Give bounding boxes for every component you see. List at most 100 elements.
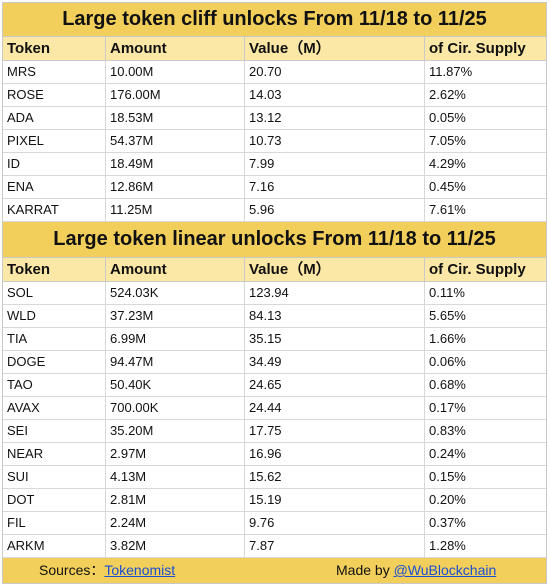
token-cell: SOL (3, 282, 106, 304)
made-by-credit: Made by @WuBlockchain (336, 558, 496, 583)
supply-cell: 0.24% (429, 446, 466, 461)
value-cell: 10.73 (245, 130, 425, 152)
value-cell: 7.16 (245, 176, 425, 198)
token-cell: MRS (3, 61, 106, 83)
token-cell: ADA (3, 107, 106, 129)
value-cell: 7.87 (245, 535, 425, 557)
token-cell: SEI (3, 420, 106, 442)
supply-cell: 4.29% (429, 156, 466, 171)
value-cell: 14.03 (245, 84, 425, 106)
amount-cell: 54.37M (106, 130, 245, 152)
footer-bar: Sources：Tokenomist Made by @WuBlockchain (3, 558, 546, 583)
value-cell: 17.75 (245, 420, 425, 442)
value-cell: 20.70 (245, 61, 425, 83)
table-row: KARRAT 11.25M 5.96 7.61% (3, 199, 546, 222)
amount-cell: 700.00K (106, 397, 245, 419)
header-token: Token (3, 258, 106, 281)
supply-cell: 1.66% (429, 331, 466, 346)
table-row: ADA 18.53M 13.12 0.05% (3, 107, 546, 130)
value-cell: 7.99 (245, 153, 425, 175)
token-cell: KARRAT (3, 199, 106, 221)
value-cell: 24.65 (245, 374, 425, 396)
supply-cell: 11.87% (429, 64, 473, 79)
supply-cell: 0.45% (429, 179, 466, 194)
amount-cell: 524.03K (106, 282, 245, 304)
supply-cell: 0.20% (429, 492, 466, 507)
table-row: SEI 35.20M 17.75 0.83% (3, 420, 546, 443)
table-row: MRS 10.00M 20.70 11.87% (3, 61, 546, 84)
header-supply: of Cir. Supply (429, 40, 526, 57)
made-by-label: Made by (336, 562, 394, 578)
amount-cell: 37.23M (106, 305, 245, 327)
amount-cell: 176.00M (106, 84, 245, 106)
supply-cell: 2.62% (429, 87, 466, 102)
tokenomist-link[interactable]: Tokenomist (104, 562, 176, 578)
value-cell: 34.49 (245, 351, 425, 373)
amount-cell: 10.00M (106, 61, 245, 83)
header-supply: of Cir. Supply (429, 261, 526, 278)
amount-cell: 2.81M (106, 489, 245, 511)
table-row: ID 18.49M 7.99 4.29% (3, 153, 546, 176)
linear-header-row: Token Amount Value（M） of Cir. Supply (3, 258, 546, 282)
value-cell: 84.13 (245, 305, 425, 327)
table-row: ROSE 176.00M 14.03 2.62% (3, 84, 546, 107)
value-cell: 9.76 (245, 512, 425, 534)
amount-cell: 12.86M (106, 176, 245, 198)
header-value: Value（M） (245, 37, 425, 60)
header-token: Token (3, 37, 106, 60)
table-row: DOGE 94.47M 34.49 0.06% (3, 351, 546, 374)
table-row: SOL 524.03K 123.94 0.11% (3, 282, 546, 305)
value-cell: 13.12 (245, 107, 425, 129)
table-row: TAO 50.40K 24.65 0.68% (3, 374, 546, 397)
supply-cell: 0.37% (429, 515, 466, 530)
sources-label: Sources： (39, 562, 105, 578)
table-row: WLD 37.23M 84.13 5.65% (3, 305, 546, 328)
header-amount: Amount (106, 37, 245, 60)
supply-cell: 0.83% (429, 423, 466, 438)
amount-cell: 2.24M (106, 512, 245, 534)
header-value: Value（M） (245, 258, 425, 281)
supply-cell: 0.15% (429, 469, 466, 484)
amount-cell: 94.47M (106, 351, 245, 373)
token-cell: WLD (3, 305, 106, 327)
token-cell: SUI (3, 466, 106, 488)
supply-cell: 7.61% (429, 202, 466, 217)
token-cell: DOT (3, 489, 106, 511)
token-cell: TAO (3, 374, 106, 396)
wublockchain-link[interactable]: @WuBlockchain (393, 562, 497, 578)
cliff-unlocks-title: Large token cliff unlocks From 11/18 to … (3, 3, 546, 37)
supply-cell: 0.68% (429, 377, 466, 392)
value-cell: 15.62 (245, 466, 425, 488)
token-cell: ROSE (3, 84, 106, 106)
supply-cell: 0.06% (429, 354, 466, 369)
table-row: TIA 6.99M 35.15 1.66% (3, 328, 546, 351)
table-row: FIL 2.24M 9.76 0.37% (3, 512, 546, 535)
table-row: NEAR 2.97M 16.96 0.24% (3, 443, 546, 466)
cliff-table-body: MRS 10.00M 20.70 11.87% ROSE 176.00M 14.03 2.62… (3, 61, 546, 222)
supply-cell: 7.05% (429, 133, 466, 148)
supply-cell: 0.05% (429, 110, 466, 125)
linear-unlocks-title: Large token linear unlocks From 11/18 to… (3, 222, 546, 258)
token-cell: TIA (3, 328, 106, 350)
token-cell: ARKM (3, 535, 106, 557)
token-cell: NEAR (3, 443, 106, 465)
amount-cell: 18.49M (106, 153, 245, 175)
sources-credit: Sources：Tokenomist (39, 558, 175, 583)
table-row: PIXEL 54.37M 10.73 7.05% (3, 130, 546, 153)
amount-cell: 50.40K (106, 374, 245, 396)
linear-table-body: SOL 524.03K 123.94 0.11% WLD 37.23M 84.13 5.65%… (3, 282, 546, 558)
header-amount: Amount (106, 258, 245, 281)
amount-cell: 35.20M (106, 420, 245, 442)
amount-cell: 18.53M (106, 107, 245, 129)
table-row: SUI 4.13M 15.62 0.15% (3, 466, 546, 489)
amount-cell: 6.99M (106, 328, 245, 350)
supply-cell: 0.11% (429, 285, 465, 300)
token-cell: AVAX (3, 397, 106, 419)
value-cell: 5.96 (245, 199, 425, 221)
supply-cell: 5.65% (429, 308, 466, 323)
value-cell: 35.15 (245, 328, 425, 350)
amount-cell: 11.25M (106, 199, 245, 221)
token-cell: PIXEL (3, 130, 106, 152)
amount-cell: 3.82M (106, 535, 245, 557)
